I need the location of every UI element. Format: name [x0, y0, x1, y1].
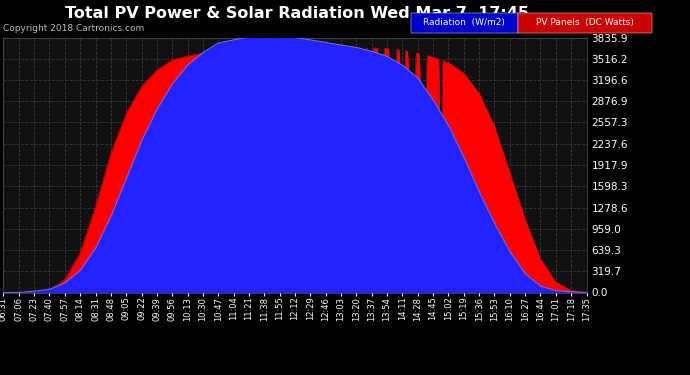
Text: PV Panels  (DC Watts): PV Panels (DC Watts): [536, 18, 633, 27]
Text: Radiation  (W/m2): Radiation (W/m2): [423, 18, 505, 27]
Text: Total PV Power & Solar Radiation Wed Mar 7  17:45: Total PV Power & Solar Radiation Wed Mar…: [65, 6, 529, 21]
Text: Copyright 2018 Cartronics.com: Copyright 2018 Cartronics.com: [3, 24, 145, 33]
